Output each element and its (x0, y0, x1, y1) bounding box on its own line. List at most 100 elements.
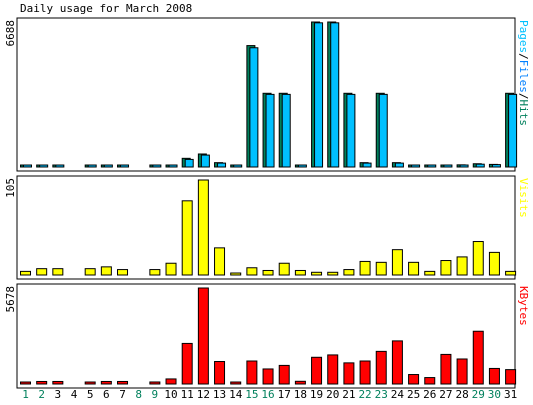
bar-files-day-12 (200, 154, 210, 168)
bar-files-day-24 (394, 162, 404, 168)
bar-visits-day-31 (505, 270, 517, 276)
bar-files-day-3 (55, 164, 65, 168)
day-label-27: 27 (439, 388, 452, 401)
day-label-5: 5 (87, 388, 94, 401)
bar-visits-day-19 (311, 271, 323, 276)
bar-files-day-25 (411, 164, 421, 168)
bar-files-day-17 (281, 93, 291, 168)
bar-files-day-27 (443, 164, 453, 168)
bar-kbytes-day-21 (343, 362, 355, 385)
bar-kbytes-day-22 (359, 360, 371, 385)
bar-files-day-16 (265, 93, 275, 168)
bar-kbytes-day-20 (327, 354, 339, 385)
bar-kbytes-day-26 (424, 377, 436, 385)
bar-kbytes-day-14 (230, 381, 242, 385)
bar-visits-day-1 (20, 270, 31, 276)
bar-visits-day-21 (343, 269, 355, 276)
day-label-7: 7 (119, 388, 126, 401)
bar-files-day-18 (297, 164, 307, 168)
bar-visits-day-24 (391, 249, 403, 276)
bar-files-day-13 (217, 162, 227, 168)
bar-files-day-1 (23, 164, 32, 168)
bar-files-day-28 (459, 164, 469, 168)
bar-visits-day-27 (440, 260, 452, 276)
day-label-29: 29 (472, 388, 485, 401)
bar-visits-day-14 (230, 272, 242, 276)
bar-kbytes-day-25 (408, 374, 420, 385)
day-label-13: 13 (213, 388, 226, 401)
day-label-1: 1 (22, 388, 29, 401)
side-label-part: Hits (517, 100, 530, 127)
bar-files-day-30 (491, 164, 501, 168)
bar-visits-day-13 (214, 247, 226, 276)
panel-visits: 105 Visits (4, 175, 530, 280)
bar-files-day-19 (314, 22, 324, 168)
day-label-6: 6 (103, 388, 110, 401)
bar-files-day-26 (427, 164, 437, 168)
bar-files-day-14 (233, 164, 243, 168)
bar-visits-day-15 (246, 267, 258, 276)
bar-visits-day-10 (165, 262, 177, 276)
day-label-2: 2 (38, 388, 45, 401)
x-axis-day-labels: 1 2 3 4 5 6 7 8 9 10 11 12 13 14 15 16 17 18 19 20 21 22 23 24 2… (22, 388, 517, 401)
bar-visits-day-25 (408, 261, 420, 276)
day-label-31: 31 (504, 388, 517, 401)
bar-kbytes-day-6 (100, 380, 112, 385)
bar-files-day-22 (362, 162, 372, 168)
bar-visits-day-3 (52, 268, 64, 276)
bar-files-day-29 (475, 163, 485, 168)
bar-kbytes-day-2 (36, 380, 48, 385)
bar-visits-day-30 (488, 251, 500, 276)
bar-files-day-6 (103, 164, 113, 168)
day-label-20: 20 (326, 388, 339, 401)
bar-visits-day-26 (424, 270, 436, 276)
bar-kbytes-day-15 (246, 360, 258, 385)
bar-kbytes-day-24 (391, 340, 403, 385)
bar-files-day-5 (87, 164, 97, 168)
bar-visits-day-2 (36, 268, 48, 276)
side-label-part: KBytes (517, 286, 530, 326)
day-label-14: 14 (229, 388, 243, 401)
bar-files-day-7 (120, 164, 130, 168)
bar-visits-day-5 (84, 268, 96, 276)
day-label-9: 9 (152, 388, 159, 401)
bar-files-day-9 (152, 164, 162, 168)
bar-visits-day-12 (197, 179, 209, 276)
day-label-24: 24 (391, 388, 405, 401)
day-label-8: 8 (135, 388, 142, 401)
bar-files-day-21 (346, 93, 356, 168)
side-label-part: / (517, 93, 530, 100)
bar-kbytes-day-9 (149, 381, 161, 385)
max-label-kbytes: 5678 (4, 286, 17, 313)
bar-files-day-2 (39, 164, 49, 168)
bar-files-day-23 (378, 93, 388, 168)
bar-kbytes-day-10 (165, 378, 177, 385)
bar-visits-day-29 (472, 241, 484, 276)
day-label-21: 21 (342, 388, 355, 401)
day-label-25: 25 (407, 388, 420, 401)
bar-kbytes-day-23 (375, 350, 387, 385)
bar-kbytes-day-29 (472, 330, 484, 385)
bar-visits-day-23 (375, 261, 387, 276)
day-label-17: 17 (278, 388, 291, 401)
max-label-visits: 105 (4, 178, 17, 198)
day-label-16: 16 (261, 388, 274, 401)
bar-kbytes-day-27 (440, 353, 452, 385)
day-label-28: 28 (455, 388, 468, 401)
bar-visits-day-9 (149, 269, 161, 276)
day-label-23: 23 (375, 388, 388, 401)
bar-kbytes-day-19 (311, 356, 323, 385)
bar-kbytes-day-16 (262, 368, 274, 385)
day-label-4: 4 (71, 388, 78, 401)
bar-files-day-15 (249, 47, 259, 168)
day-label-10: 10 (164, 388, 177, 401)
day-label-18: 18 (294, 388, 307, 401)
max-label-hits: 6688 (4, 20, 17, 47)
bar-visits-day-20 (327, 271, 339, 276)
side-label-part: Files (517, 60, 530, 93)
bar-kbytes-day-7 (117, 380, 129, 385)
chart-title: Daily usage for March 2008 (20, 2, 192, 15)
bar-visits-day-17 (278, 262, 290, 276)
